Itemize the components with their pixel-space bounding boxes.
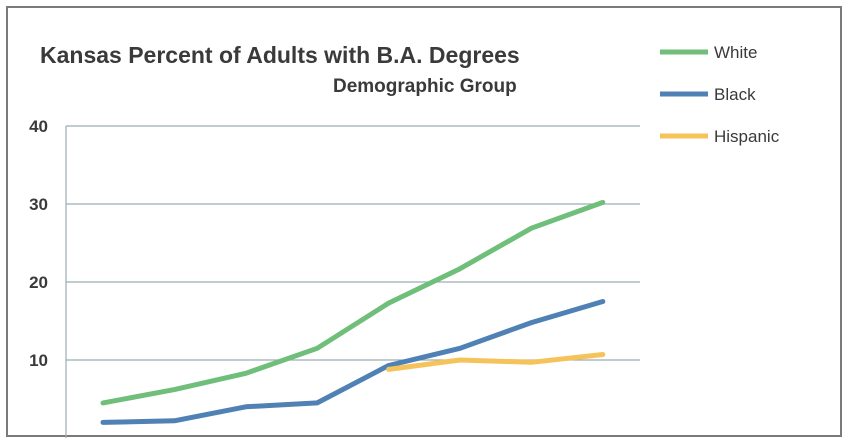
chart-title: Kansas Percent of Adults with B.A. Degre… — [40, 42, 520, 68]
legend-label-black: Black — [714, 85, 756, 104]
series-line-white — [100, 199, 606, 406]
y-tick-label-10: 10 — [29, 351, 48, 370]
y-tick-label-40: 40 — [29, 117, 48, 136]
y-tick-label-20: 20 — [29, 273, 48, 292]
series-line-hispanic — [386, 352, 606, 372]
series-line-black — [100, 299, 606, 425]
legend-label-hispanic: Hispanic — [714, 127, 780, 146]
chart-subtitle: Demographic Group — [333, 76, 517, 97]
legend-label-white: White — [714, 43, 757, 62]
y-tick-label-30: 30 — [29, 195, 48, 214]
